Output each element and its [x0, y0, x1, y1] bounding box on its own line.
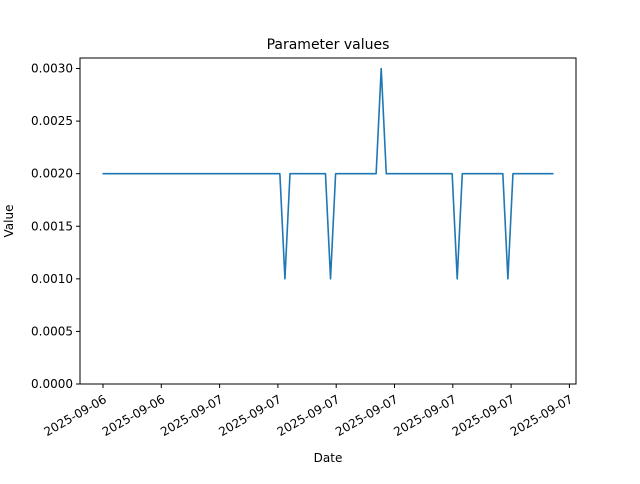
y-tick-label: 0.0030	[31, 62, 73, 76]
series-layer	[102, 67, 554, 280]
y-axis-label: Value	[2, 205, 16, 238]
x-axis-label: Date	[314, 451, 343, 465]
chart-title: Parameter values	[267, 37, 390, 53]
plot-frame	[79, 57, 577, 385]
y-tick-label: 0.0000	[31, 377, 73, 391]
y-tick-label: 0.0005	[31, 324, 73, 338]
y-tick-label: 0.0020	[31, 167, 73, 181]
y-tick-label: 0.0015	[31, 219, 73, 233]
y-tick-label: 0.0010	[31, 272, 73, 286]
series-line	[102, 67, 554, 280]
y-axis: 0.0000 0.0005 0.0010 0.0015 0.0020 0.0025 0.00…	[31, 62, 80, 391]
y-tick-label: 0.0025	[31, 114, 73, 128]
